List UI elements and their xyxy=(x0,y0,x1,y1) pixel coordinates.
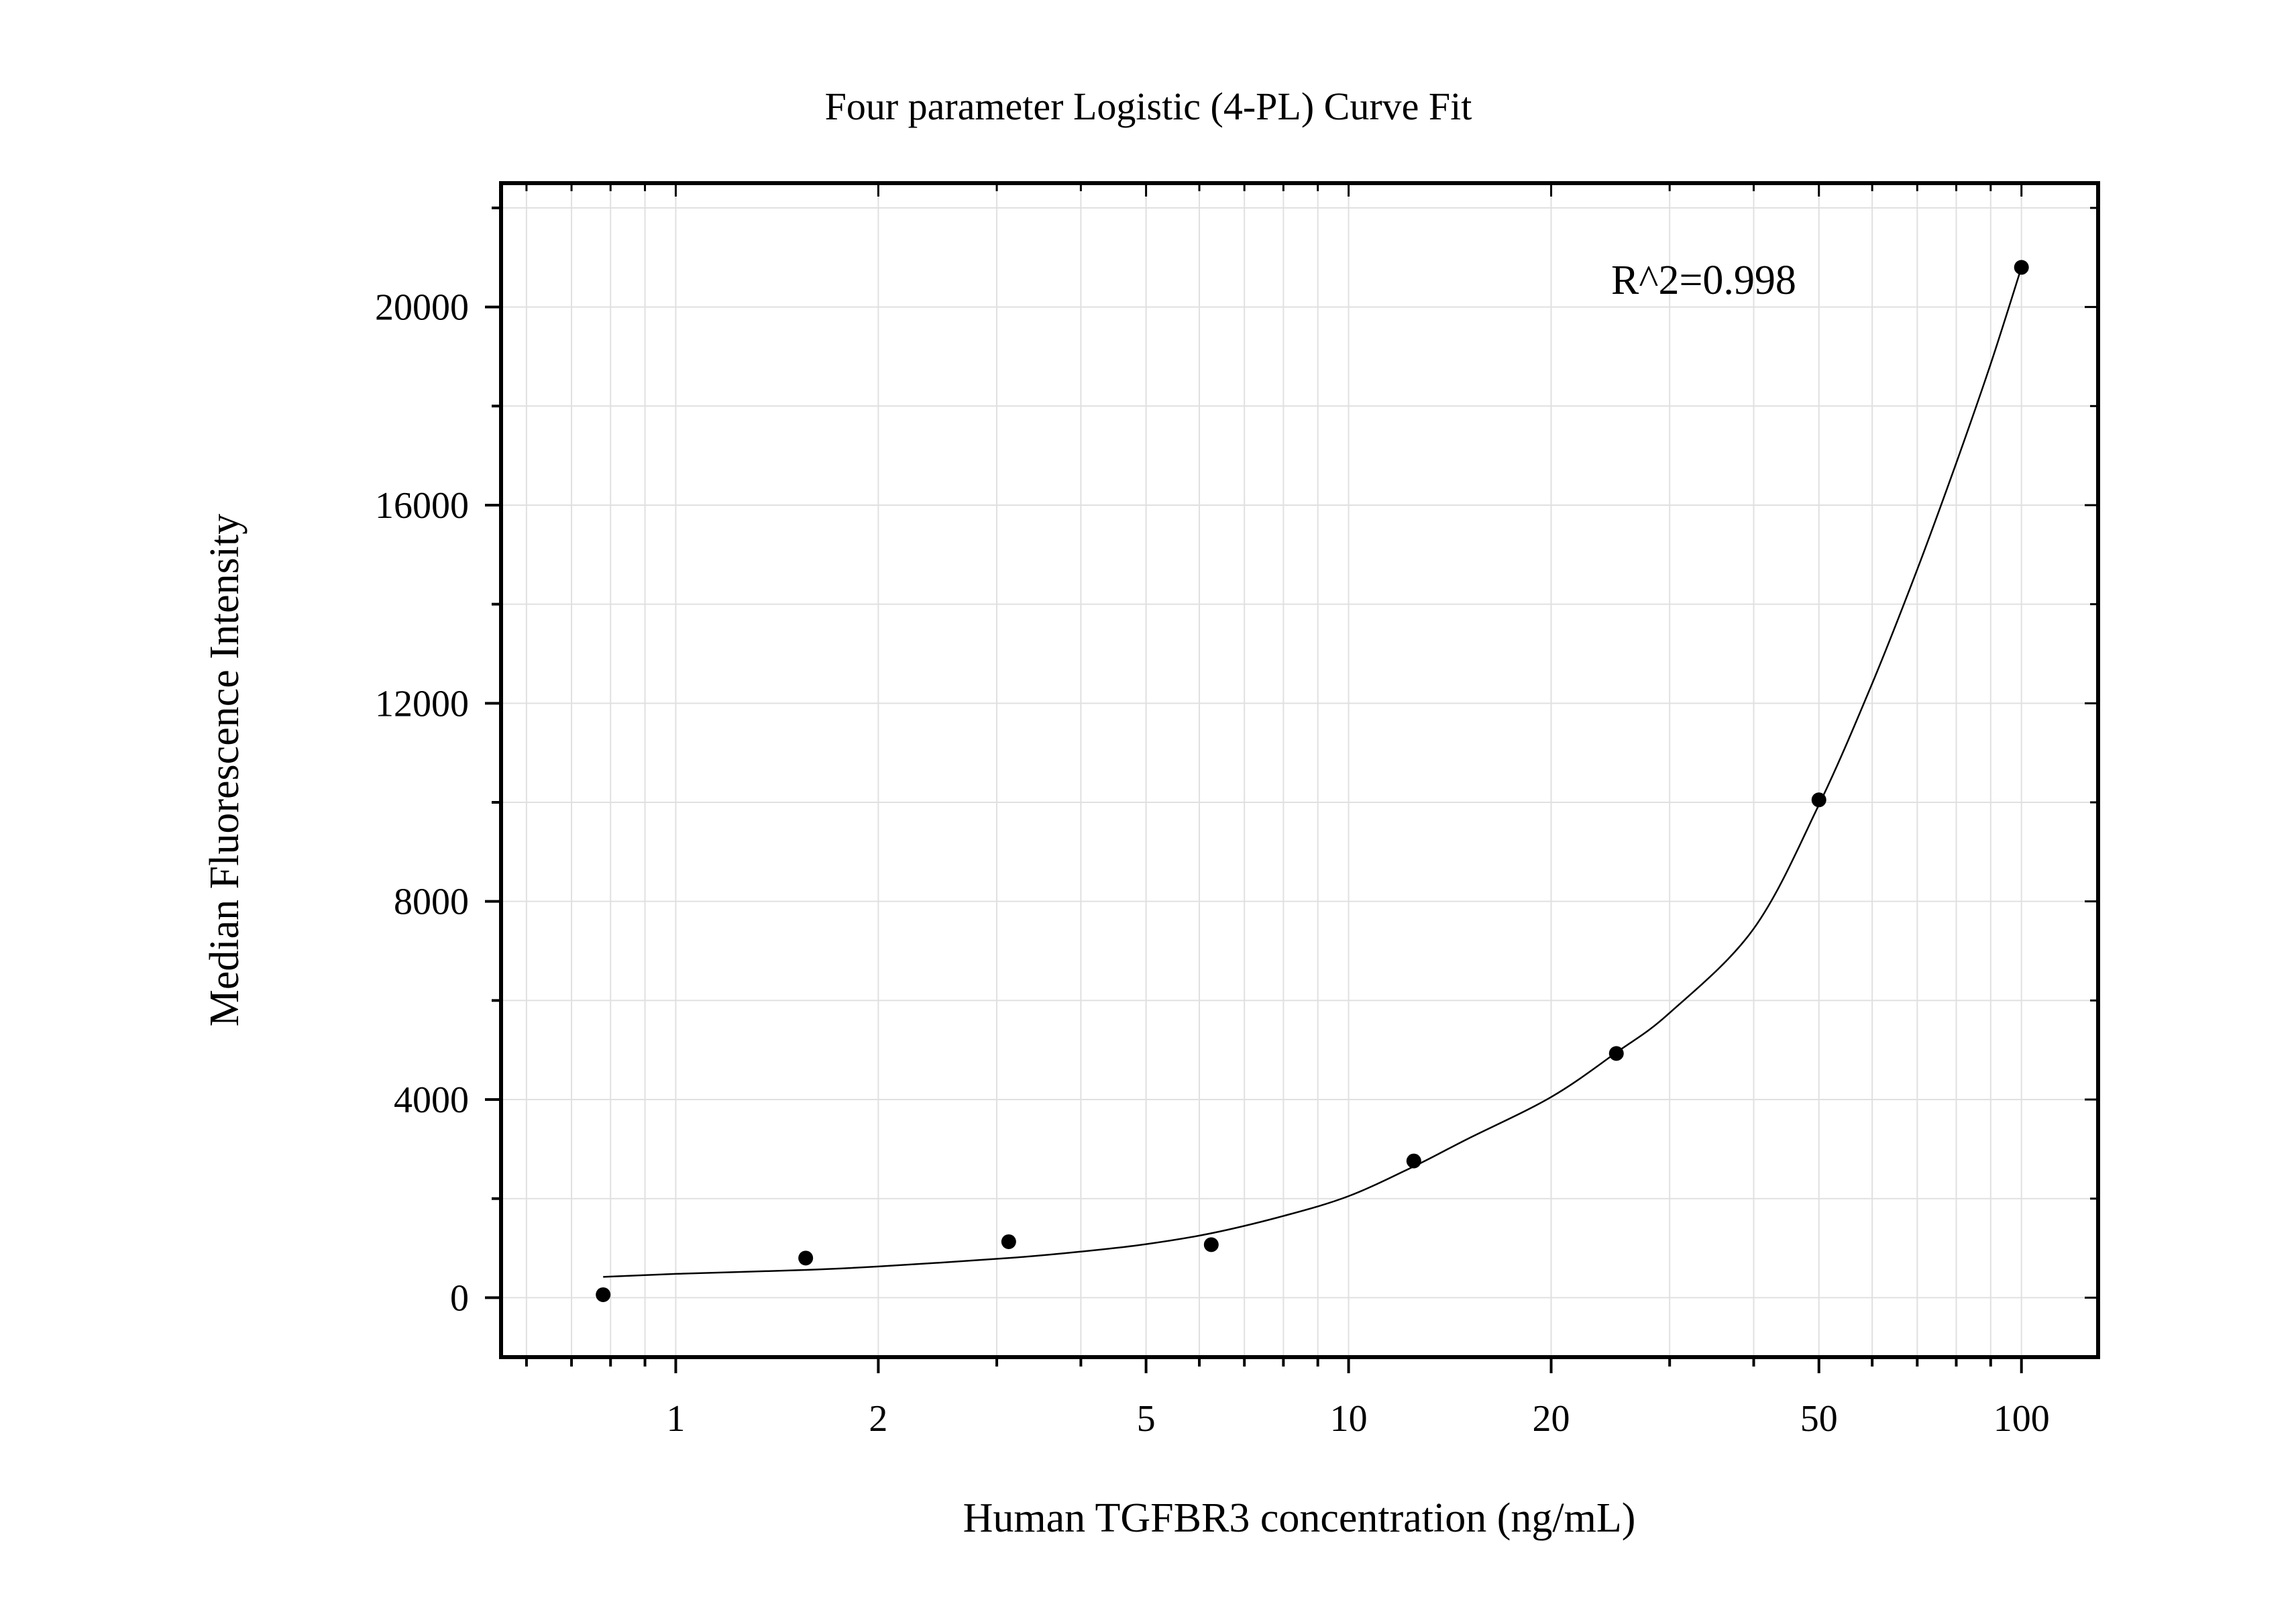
x-axis-label: Human TGFBR3 concentration (ng/mL) xyxy=(963,1495,1636,1541)
r-squared-annotation: R^2=0.998 xyxy=(1611,258,1796,303)
x-tick-label: 100 xyxy=(1993,1398,2050,1440)
data-point xyxy=(1811,792,1826,808)
fit-curve xyxy=(603,267,2022,1278)
data-point xyxy=(1203,1237,1219,1252)
x-tick-label: 5 xyxy=(1137,1398,1156,1440)
data-point xyxy=(2014,260,2029,275)
data-point xyxy=(1608,1046,1624,1061)
grid xyxy=(501,183,2098,1357)
data-point xyxy=(798,1250,814,1266)
x-tick-label: 10 xyxy=(1330,1398,1368,1440)
chart-title: Four parameter Logistic (4-PL) Curve Fit xyxy=(825,85,1472,128)
y-axis-label: Median Fluorescence Intensity xyxy=(202,514,248,1026)
y-tick-label: 4000 xyxy=(394,1079,469,1121)
x-tick-label: 50 xyxy=(1800,1398,1838,1440)
data-point xyxy=(1001,1234,1016,1249)
y-tick-label: 0 xyxy=(450,1277,469,1319)
x-tick-label: 1 xyxy=(666,1398,685,1440)
fit-curve-layer xyxy=(603,267,2022,1278)
x-tick-label: 2 xyxy=(869,1398,887,1440)
x-axis: 1 2 5 10 20 50 100 xyxy=(525,183,2050,1440)
x-tick-label: 20 xyxy=(1533,1398,1570,1440)
data-point xyxy=(1406,1153,1421,1169)
y-tick-label: 8000 xyxy=(394,881,469,923)
plot-frame xyxy=(499,181,2100,1359)
y-tick-label: 12000 xyxy=(375,683,469,725)
y-tick-label: 20000 xyxy=(375,287,469,329)
data-points-layer xyxy=(596,260,2029,1302)
y-tick-label: 16000 xyxy=(375,485,469,527)
y-axis: 0 4000 8000 12000 16000 20000 xyxy=(375,206,2098,1319)
data-point xyxy=(596,1287,611,1302)
